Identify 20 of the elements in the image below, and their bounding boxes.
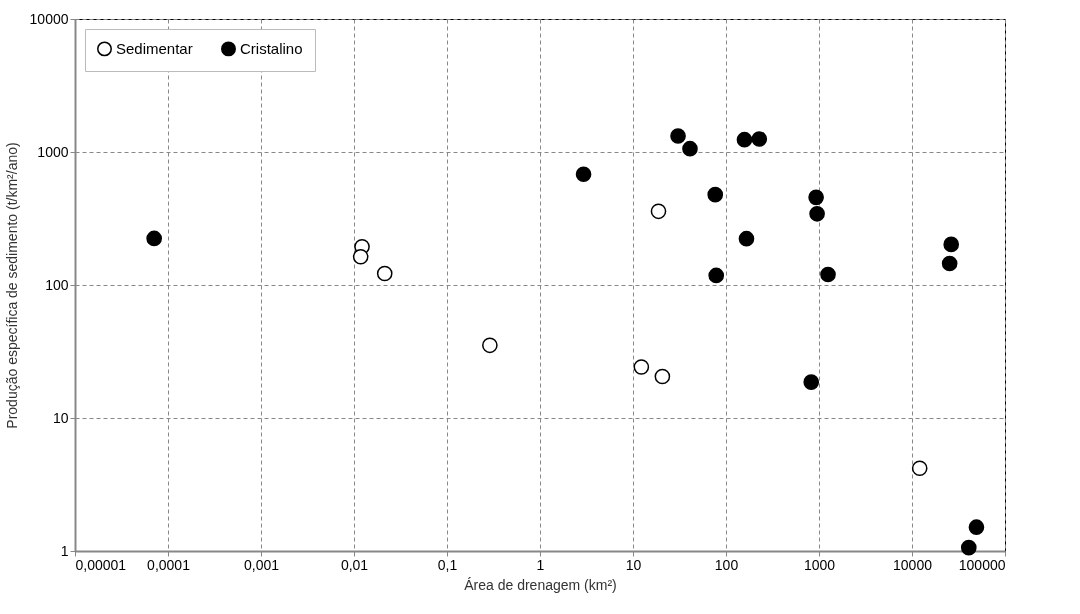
y-tick-label: 10000 [29, 10, 69, 27]
y-axis-title: Produção específica de sedimento (t/km²/ano) [3, 142, 20, 429]
x-tick-label: 100 [714, 556, 739, 573]
x-axis-title: Área de drenagem (km²) [464, 576, 617, 593]
legend-label: Sedimentar [116, 39, 193, 57]
x-tick-label: 0,01 [340, 556, 369, 573]
y-tick-label: 1000 [37, 143, 69, 160]
x-tick-label: 10 [625, 556, 642, 573]
y-tick-label: 1 [60, 542, 69, 559]
x-tick-label: 0,1 [437, 556, 458, 573]
legend-label: Cristalino [240, 39, 303, 57]
x-tick-label: 1000 [803, 556, 836, 573]
x-tick-label: 100000 [958, 556, 1006, 573]
x-tick-label: 10000 [893, 556, 933, 573]
x-tick-label: 0,0001 [147, 556, 191, 573]
x-tick-label: 0,001 [243, 556, 280, 573]
y-tick-label: 100 [45, 276, 69, 293]
x-tick-label: 0,00001 [75, 556, 127, 573]
x-tick-label: 1 [536, 556, 545, 573]
y-tick-label: 10 [52, 409, 69, 426]
